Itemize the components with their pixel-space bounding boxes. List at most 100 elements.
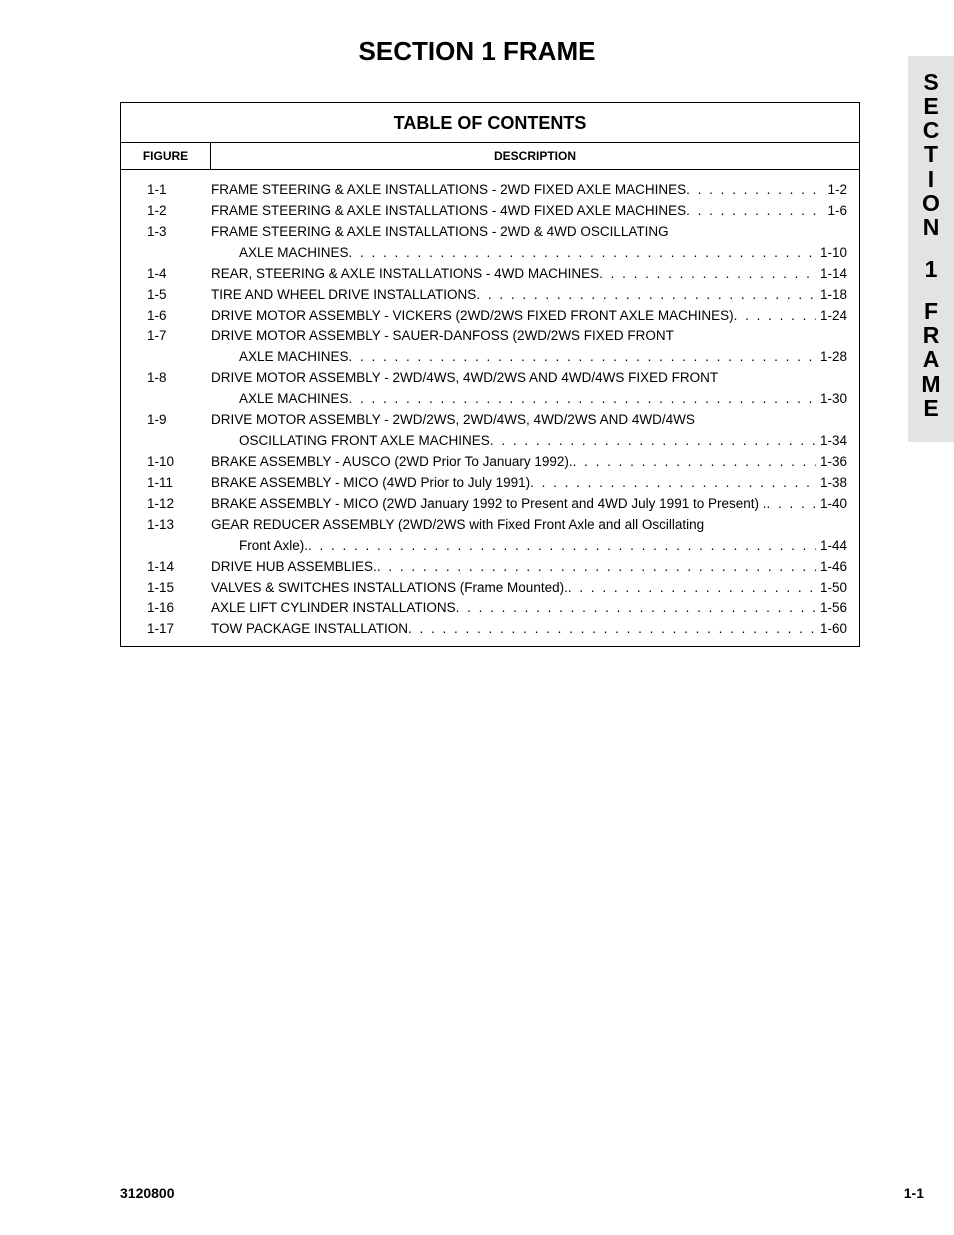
leader-dots: . . . . . . . . . . . . . . . . . . . . … [599, 264, 816, 285]
footer-page-number: 1-1 [904, 1185, 924, 1201]
toc-description-text: AXLE LIFT CYLINDER INSTALLATIONS [211, 598, 456, 619]
figure-number [133, 389, 211, 410]
side-tab-char: S [908, 70, 954, 94]
page-footer: 3120800 1-1 [120, 1185, 924, 1201]
leader-dots: . . . . . . . . . . . . . . . . . . . . … [767, 494, 816, 515]
toc-description: DRIVE MOTOR ASSEMBLY - 2WD/2WS, 2WD/4WS,… [211, 410, 847, 431]
toc-description-text: DRIVE MOTOR ASSEMBLY - VICKERS (2WD/2WS … [211, 306, 734, 327]
figure-number: 1-14 [133, 557, 211, 578]
leader-dots: . . . . . . . . . . . . . . . . . . . . … [686, 201, 823, 222]
toc-description-text: DRIVE MOTOR ASSEMBLY - SAUER-DANFOSS (2W… [211, 326, 674, 347]
leader-dots: . . . . . . . . . . . . . . . . . . . . … [734, 306, 816, 327]
leader-dots: . . . . . . . . . . . . . . . . . . . . … [456, 598, 816, 619]
toc-description-text: VALVES & SWITCHES INSTALLATIONS (Frame M… [211, 578, 568, 599]
leader-dots: . . . . . . . . . . . . . . . . . . . . … [490, 431, 816, 452]
side-tab-char: N [908, 215, 954, 239]
side-tab-char: 1 [908, 257, 954, 281]
toc-page-number: 1-60 [816, 619, 847, 640]
leader-dots: . . . . . . . . . . . . . . . . . . . . … [568, 578, 816, 599]
toc-row: 1-17TOW PACKAGE INSTALLATION . . . . . .… [133, 619, 847, 640]
toc-page-number: 1-44 [816, 536, 847, 557]
side-tab-char: E [908, 94, 954, 118]
footer-doc-number: 3120800 [120, 1185, 175, 1201]
figure-number: 1-15 [133, 578, 211, 599]
toc-page-number: 1-18 [816, 285, 847, 306]
toc-description: GEAR REDUCER ASSEMBLY (2WD/2WS with Fixe… [211, 515, 847, 536]
toc-page-number: 1-2 [823, 180, 847, 201]
leader-dots: . . . . . . . . . . . . . . . . . . . . … [686, 180, 823, 201]
toc-description: TIRE AND WHEEL DRIVE INSTALLATIONS . . .… [211, 285, 847, 306]
figure-number: 1-9 [133, 410, 211, 431]
toc-page-number: 1-28 [816, 347, 847, 368]
side-tab-char [908, 281, 954, 299]
toc-description-text: Front Axle). [239, 536, 308, 557]
leader-dots: . . . . . . . . . . . . . . . . . . . . … [573, 452, 816, 473]
toc-description: AXLE MACHINES . . . . . . . . . . . . . … [211, 347, 847, 368]
toc-page-number: 1-10 [816, 243, 847, 264]
figure-number: 1-17 [133, 619, 211, 640]
toc-row: OSCILLATING FRONT AXLE MACHINES . . . . … [133, 431, 847, 452]
toc-row: AXLE MACHINES . . . . . . . . . . . . . … [133, 347, 847, 368]
side-tab-char: R [908, 323, 954, 347]
toc-row: 1-5TIRE AND WHEEL DRIVE INSTALLATIONS . … [133, 285, 847, 306]
figure-number: 1-2 [133, 201, 211, 222]
side-tab-char: A [908, 347, 954, 371]
leader-dots: . . . . . . . . . . . . . . . . . . . . … [530, 473, 816, 494]
figure-number: 1-12 [133, 494, 211, 515]
toc-row: 1-12BRAKE ASSEMBLY - MICO (2WD January 1… [133, 494, 847, 515]
toc-description-text: REAR, STEERING & AXLE INSTALLATIONS - 4W… [211, 264, 599, 285]
toc-row: 1-16AXLE LIFT CYLINDER INSTALLATIONS . .… [133, 598, 847, 619]
toc-description: BRAKE ASSEMBLY - MICO (2WD January 1992 … [211, 494, 847, 515]
toc-description-text: FRAME STEERING & AXLE INSTALLATIONS - 2W… [211, 222, 669, 243]
toc-page-number: 1-56 [816, 598, 847, 619]
toc-description: Front Axle). . . . . . . . . . . . . . .… [211, 536, 847, 557]
toc-page-number: 1-14 [816, 264, 847, 285]
toc-box: TABLE OF CONTENTS FIGURE DESCRIPTION 1-1… [120, 102, 860, 647]
toc-row: 1-9DRIVE MOTOR ASSEMBLY - 2WD/2WS, 2WD/4… [133, 410, 847, 431]
toc-description: DRIVE HUB ASSEMBLIES. . . . . . . . . . … [211, 557, 847, 578]
figure-number: 1-11 [133, 473, 211, 494]
toc-page-number: 1-6 [823, 201, 847, 222]
figure-number: 1-4 [133, 264, 211, 285]
toc-row: 1-14DRIVE HUB ASSEMBLIES. . . . . . . . … [133, 557, 847, 578]
page-title: SECTION 1 FRAME [0, 0, 954, 67]
toc-description: TOW PACKAGE INSTALLATION . . . . . . . .… [211, 619, 847, 640]
toc-description: AXLE LIFT CYLINDER INSTALLATIONS . . . .… [211, 598, 847, 619]
toc-row: AXLE MACHINES . . . . . . . . . . . . . … [133, 243, 847, 264]
leader-dots: . . . . . . . . . . . . . . . . . . . . … [349, 347, 816, 368]
figure-number: 1-13 [133, 515, 211, 536]
toc-row: 1-2FRAME STEERING & AXLE INSTALLATIONS -… [133, 201, 847, 222]
toc-row: 1-10BRAKE ASSEMBLY - AUSCO (2WD Prior To… [133, 452, 847, 473]
figure-number [133, 243, 211, 264]
toc-page-number: 1-34 [816, 431, 847, 452]
toc-description: AXLE MACHINES . . . . . . . . . . . . . … [211, 389, 847, 410]
side-tab-char: F [908, 299, 954, 323]
toc-description: DRIVE MOTOR ASSEMBLY - SAUER-DANFOSS (2W… [211, 326, 847, 347]
figure-number: 1-16 [133, 598, 211, 619]
figure-number: 1-5 [133, 285, 211, 306]
toc-description-text: TOW PACKAGE INSTALLATION [211, 619, 408, 640]
figure-number [133, 431, 211, 452]
toc-description-text: DRIVE HUB ASSEMBLIES. [211, 557, 377, 578]
figure-header: FIGURE [121, 143, 211, 169]
leader-dots: . . . . . . . . . . . . . . . . . . . . … [349, 389, 816, 410]
toc-description: DRIVE MOTOR ASSEMBLY - VICKERS (2WD/2WS … [211, 306, 847, 327]
side-tab: SECTION1FRAME [908, 56, 954, 442]
toc-page-number: 1-36 [816, 452, 847, 473]
toc-description: FRAME STEERING & AXLE INSTALLATIONS - 4W… [211, 201, 847, 222]
toc-description: FRAME STEERING & AXLE INSTALLATIONS - 2W… [211, 222, 847, 243]
side-tab-char: M [908, 372, 954, 396]
side-tab-char: O [908, 191, 954, 215]
toc-description-text: BRAKE ASSEMBLY - AUSCO (2WD Prior To Jan… [211, 452, 573, 473]
toc-description-text: TIRE AND WHEEL DRIVE INSTALLATIONS [211, 285, 476, 306]
toc-row: 1-15VALVES & SWITCHES INSTALLATIONS (Fra… [133, 578, 847, 599]
toc-description-text: GEAR REDUCER ASSEMBLY (2WD/2WS with Fixe… [211, 515, 704, 536]
toc-description-text: AXLE MACHINES [239, 243, 349, 264]
toc-description: REAR, STEERING & AXLE INSTALLATIONS - 4W… [211, 264, 847, 285]
side-tab-char: I [908, 167, 954, 191]
toc-row: 1-11BRAKE ASSEMBLY - MICO (4WD Prior to … [133, 473, 847, 494]
figure-number: 1-1 [133, 180, 211, 201]
toc-row: 1-7DRIVE MOTOR ASSEMBLY - SAUER-DANFOSS … [133, 326, 847, 347]
toc-description-text: DRIVE MOTOR ASSEMBLY - 2WD/4WS, 4WD/2WS … [211, 368, 718, 389]
toc-page-number: 1-38 [816, 473, 847, 494]
